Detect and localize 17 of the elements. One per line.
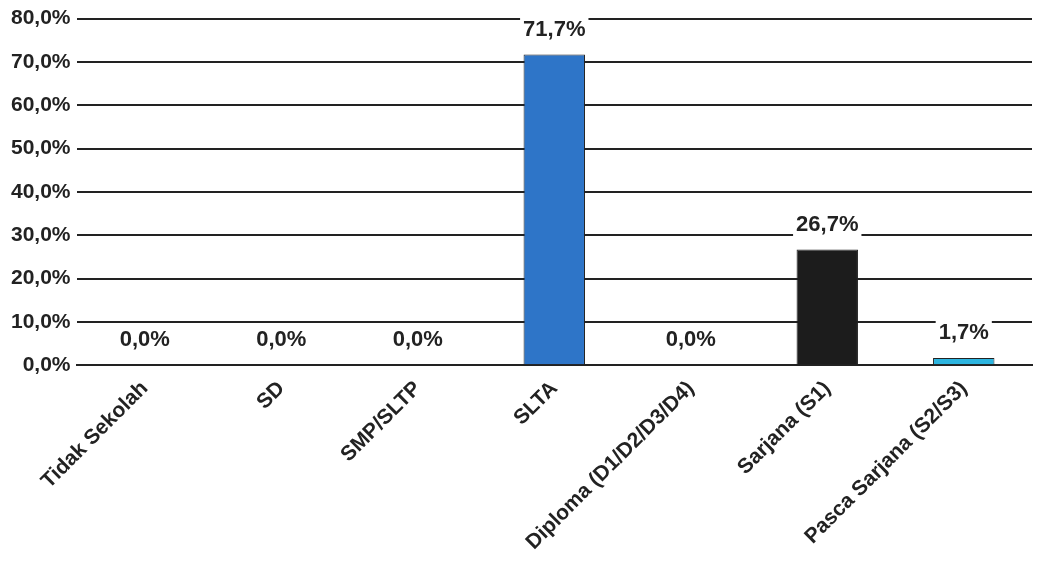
y-tick-label: 0,0% [22, 352, 71, 376]
y-tick-label: 20,0% [11, 265, 71, 289]
y-tick-label: 70,0% [11, 48, 71, 72]
data-label: 0,0% [256, 326, 307, 352]
data-label: 1,7% [938, 318, 989, 344]
y-tick-label: 30,0% [11, 222, 71, 246]
data-label: 0,0% [119, 326, 170, 352]
data-label: 71,7% [523, 15, 586, 41]
data-label: 0,0% [392, 326, 443, 352]
x-tick-label: SD [251, 375, 289, 413]
y-tick-label: 10,0% [11, 308, 71, 332]
y-tick-label: 40,0% [11, 178, 71, 202]
data-label: 26,7% [796, 210, 859, 236]
y-tick-label: 80,0% [11, 5, 71, 29]
y-tick-label: 60,0% [11, 92, 71, 116]
y-tick-label: 50,0% [11, 135, 71, 159]
data-label: 0,0% [665, 326, 716, 352]
